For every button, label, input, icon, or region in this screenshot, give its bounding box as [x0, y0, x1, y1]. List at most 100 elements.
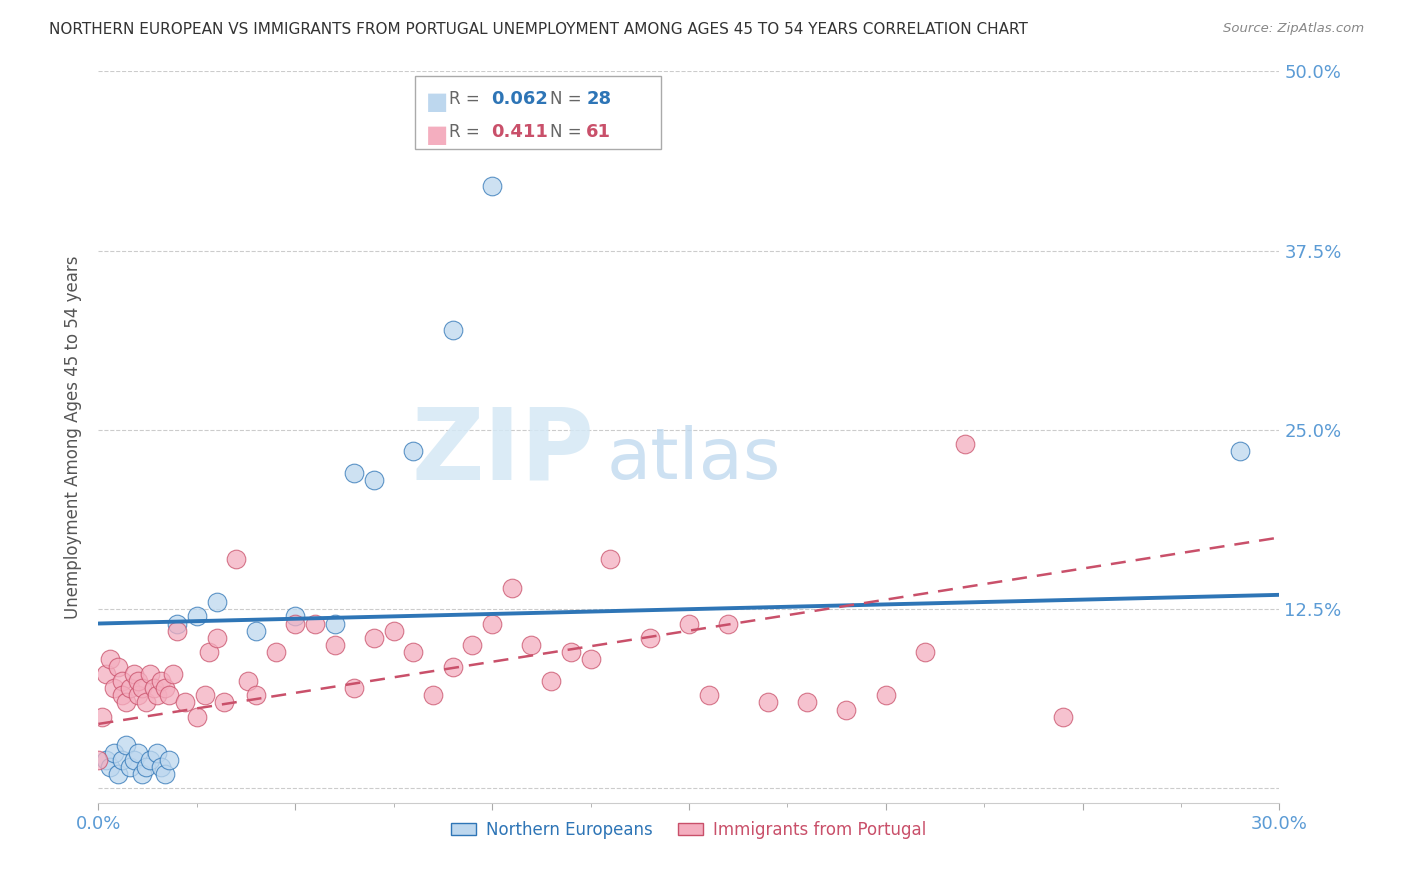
Text: 0.062: 0.062 — [491, 90, 547, 108]
Text: N =: N = — [550, 123, 581, 141]
Point — [875, 688, 897, 702]
Point — [1052, 710, 1074, 724]
Point — [98, 652, 121, 666]
Point — [135, 760, 157, 774]
Point — [146, 688, 169, 702]
Point — [111, 673, 134, 688]
Point — [382, 624, 405, 638]
Point — [87, 753, 110, 767]
Point — [560, 645, 582, 659]
Point — [127, 673, 149, 688]
Point — [127, 746, 149, 760]
Point — [638, 631, 661, 645]
Point — [520, 638, 543, 652]
Point — [166, 616, 188, 631]
Text: 28: 28 — [586, 90, 612, 108]
Point — [481, 179, 503, 194]
Point — [115, 695, 138, 709]
Point — [111, 753, 134, 767]
Point — [579, 652, 602, 666]
Point — [166, 624, 188, 638]
Point — [91, 710, 114, 724]
Point — [343, 681, 366, 695]
Point — [205, 631, 228, 645]
Point — [501, 581, 523, 595]
Point — [245, 624, 267, 638]
Point — [150, 673, 173, 688]
Point — [540, 673, 562, 688]
Point — [122, 753, 145, 767]
Point — [142, 681, 165, 695]
Point — [343, 466, 366, 480]
Point — [402, 444, 425, 458]
Point — [756, 695, 779, 709]
Point — [835, 702, 858, 716]
Point — [717, 616, 740, 631]
Text: N =: N = — [550, 90, 581, 108]
Point — [186, 710, 208, 724]
Point — [131, 767, 153, 781]
Point — [138, 666, 160, 681]
Point — [796, 695, 818, 709]
Point — [118, 760, 141, 774]
Point — [107, 659, 129, 673]
Point — [323, 616, 346, 631]
Text: ■: ■ — [426, 90, 449, 114]
Point — [186, 609, 208, 624]
Point — [146, 746, 169, 760]
Point — [461, 638, 484, 652]
Point — [111, 688, 134, 702]
Point — [103, 681, 125, 695]
Point — [155, 767, 177, 781]
Y-axis label: Unemployment Among Ages 45 to 54 years: Unemployment Among Ages 45 to 54 years — [65, 255, 83, 619]
Point — [205, 595, 228, 609]
Point — [115, 739, 138, 753]
Point — [174, 695, 197, 709]
Point — [225, 552, 247, 566]
Point — [678, 616, 700, 631]
Text: 61: 61 — [586, 123, 612, 141]
Point — [127, 688, 149, 702]
Point — [402, 645, 425, 659]
Point — [236, 673, 259, 688]
Text: ■: ■ — [426, 123, 449, 147]
Point — [481, 616, 503, 631]
Point — [323, 638, 346, 652]
Point — [157, 753, 180, 767]
Point — [284, 609, 307, 624]
Text: Source: ZipAtlas.com: Source: ZipAtlas.com — [1223, 22, 1364, 36]
Point — [697, 688, 720, 702]
Point — [131, 681, 153, 695]
Point — [98, 760, 121, 774]
Point — [194, 688, 217, 702]
Text: NORTHERN EUROPEAN VS IMMIGRANTS FROM PORTUGAL UNEMPLOYMENT AMONG AGES 45 TO 54 Y: NORTHERN EUROPEAN VS IMMIGRANTS FROM POR… — [49, 22, 1028, 37]
Point — [214, 695, 236, 709]
Point — [914, 645, 936, 659]
Point — [197, 645, 219, 659]
Point — [162, 666, 184, 681]
Point — [284, 616, 307, 631]
Point — [122, 666, 145, 681]
Point — [1229, 444, 1251, 458]
Text: atlas: atlas — [606, 425, 780, 493]
Point — [96, 753, 118, 767]
Text: R =: R = — [449, 123, 479, 141]
Point — [118, 681, 141, 695]
Point — [135, 695, 157, 709]
Point — [245, 688, 267, 702]
Point — [107, 767, 129, 781]
Legend: Northern Europeans, Immigrants from Portugal: Northern Europeans, Immigrants from Port… — [444, 814, 934, 846]
Point — [441, 322, 464, 336]
Point — [363, 631, 385, 645]
Point — [422, 688, 444, 702]
Text: R =: R = — [449, 90, 479, 108]
Point — [304, 616, 326, 631]
Point — [441, 659, 464, 673]
Point — [96, 666, 118, 681]
Point — [150, 760, 173, 774]
Point — [138, 753, 160, 767]
Text: 0.411: 0.411 — [491, 123, 547, 141]
Point — [103, 746, 125, 760]
Point — [157, 688, 180, 702]
Point — [155, 681, 177, 695]
